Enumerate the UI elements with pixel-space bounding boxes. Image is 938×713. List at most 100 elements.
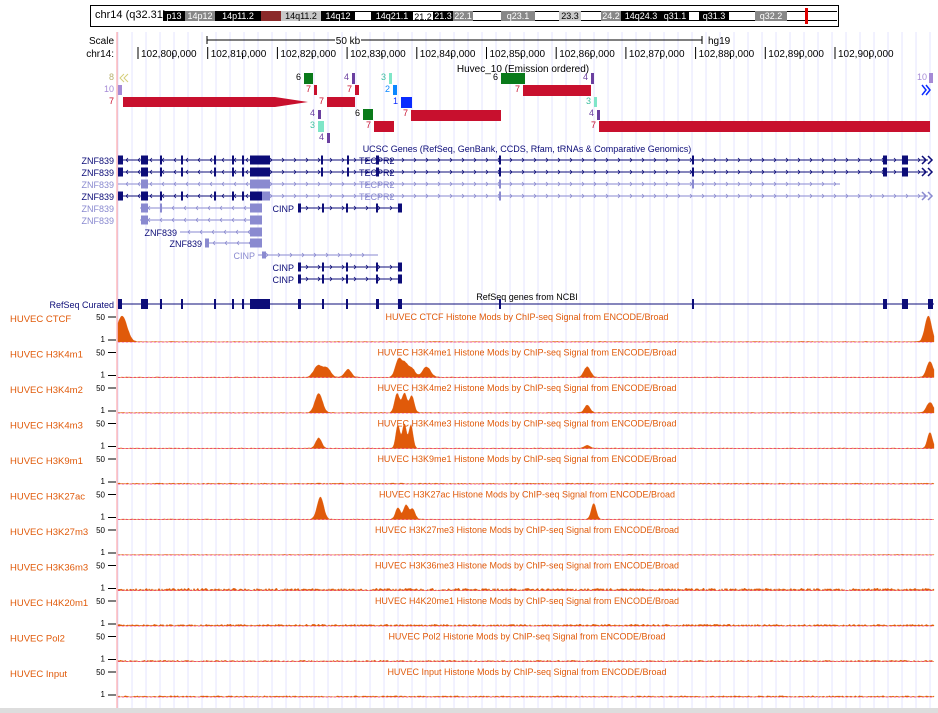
gene-strand-arrow [281, 193, 285, 199]
gene-label-znf839[interactable]: ZNF839 [144, 228, 177, 238]
signal-track[interactable]: HUVEC H3K27ac Histone Mods by ChIP-seq S… [10, 490, 935, 522]
signal-tracks[interactable]: HUVEC CTCF Histone Mods by ChIP-seq Sign… [10, 312, 935, 699]
gene-strand-arrow [761, 157, 765, 163]
seg-state-label-7: 7 [306, 84, 311, 94]
chromosome-ideogram[interactable]: chr14 (q32.31) p13 14p12 14p11.2 14q11.2 14q… [90, 5, 839, 27]
signal-axis-max: 50 [96, 597, 105, 606]
gene-strand-arrow [219, 205, 223, 211]
bottom-scroll-strip[interactable] [0, 708, 938, 713]
gene-strand-arrow [207, 217, 211, 223]
gene-strand-arrow [605, 181, 609, 187]
gene-strand-arrow [341, 264, 345, 270]
signal-plot [117, 423, 935, 449]
gene-strand-arrow [653, 193, 657, 199]
segmentation-track[interactable]: Huvec_10 (Emission ordered) 8 10 7 6 7 4… [104, 64, 933, 143]
refseq-exon [298, 299, 301, 309]
ruler-tick-label: 102,820,000 [280, 49, 336, 60]
ruler-tick-label: 102,860,000 [559, 49, 615, 60]
seg-state-label-10: 10 [104, 84, 114, 94]
signal-track-label: HUVEC Pol2 [10, 634, 65, 645]
ideogram-band [473, 11, 501, 21]
gene-label-znf839[interactable]: ZNF839 [169, 239, 202, 249]
gene-strand-arrow [725, 169, 729, 175]
gene-label-cinp[interactable]: CINP [272, 263, 294, 273]
gene-label-cinp[interactable]: CINP [233, 251, 255, 261]
refseq-exon [398, 299, 402, 309]
gene-strand-arrow [413, 181, 417, 187]
gene-label-cinp[interactable]: CINP [272, 275, 294, 285]
gene-exon [298, 203, 301, 213]
ideogram-band: q31.1 [661, 11, 689, 21]
seg-state-label-6: 6 [296, 72, 301, 82]
ruler-track[interactable]: Scale chr14: 50 kb hg19 102,800,000 102,8… [86, 36, 894, 60]
seg-state-10-arrow [921, 84, 931, 96]
ucsc-genes-track[interactable]: UCSC Genes (RefSeq, GenBank, CCDS, Rfam,… [81, 144, 934, 285]
gene-strand-arrow [389, 276, 393, 282]
gene-label-znf839[interactable]: ZNF839 [81, 156, 114, 166]
signal-track[interactable]: HUVEC H3K36me3 Histone Mods by ChIP-seq … [10, 561, 935, 593]
gene-label-tecpr2[interactable]: TECPR2 [359, 156, 395, 166]
gene-exon [141, 155, 148, 165]
gene-strand-arrow [761, 169, 765, 175]
signal-track[interactable]: HUVEC CTCF Histone Mods by ChIP-seq Sign… [10, 312, 935, 344]
refseq-track[interactable]: RefSeq genes from NCBI RefSeq Curated [49, 292, 934, 310]
signal-track-label: HUVEC H3K4m2 [10, 385, 83, 396]
gene-strand-arrow [137, 169, 141, 175]
signal-track[interactable]: HUVEC Pol2 Histone Mods by ChIP-seq Sign… [10, 632, 935, 664]
seg-block [318, 121, 324, 132]
seg-block [523, 85, 591, 96]
gene-strand-arrow [461, 181, 465, 187]
signal-axis-min: 1 [101, 406, 106, 415]
gene-strand-arrow [185, 169, 189, 175]
gene-label-znf839[interactable]: ZNF839 [81, 180, 114, 190]
gene-strand-arrow [533, 193, 537, 199]
gene-label-znf839[interactable]: ZNF839 [81, 168, 114, 178]
gene-strand-arrow [485, 181, 489, 187]
signal-plot [117, 482, 935, 485]
gene-label-znf839[interactable]: ZNF839 [81, 216, 114, 226]
signal-track[interactable]: HUVEC Input Histone Mods by ChIP-seq Sig… [10, 667, 935, 699]
signal-axis-max: 50 [96, 420, 105, 429]
gene-label-znf839[interactable]: ZNF839 [81, 192, 114, 202]
gene-strand-arrow [305, 193, 309, 199]
scale-label: Scale [89, 36, 114, 47]
seg-state-label-3: 3 [381, 72, 386, 82]
ruler-tick-label: 102,800,000 [141, 49, 197, 60]
seg-state-label-3: 3 [310, 120, 315, 130]
ideogram-band [355, 11, 371, 21]
gene-strand-arrow [137, 193, 141, 199]
gene-exon [205, 238, 209, 248]
gene-strand-arrow [425, 169, 429, 175]
signal-axis-max: 50 [96, 455, 105, 464]
gene-label-znf839[interactable]: ZNF839 [81, 204, 114, 214]
signal-axis-min: 1 [101, 655, 106, 664]
signal-track[interactable]: HUVEC H3K4me1 Histone Mods by ChIP-seq S… [10, 348, 935, 380]
signal-track-title: HUVEC H3K9me1 Histone Mods by ChIP-seq S… [377, 454, 676, 464]
gene-strand-arrow [617, 157, 621, 163]
gene-label-cinp[interactable]: CINP [272, 204, 294, 214]
gene-label-tecpr2[interactable]: TECPR2 [359, 192, 395, 202]
gene-strand-arrow [665, 157, 669, 163]
signal-track[interactable]: HUVEC H4K20me1 Histone Mods by ChIP-seq … [10, 596, 935, 628]
gene-strand-arrow [243, 217, 247, 223]
gene-exon [214, 191, 216, 201]
gene-exon [692, 167, 694, 177]
gene-strand-arrow [593, 193, 597, 199]
gene-label-tecpr2[interactable]: TECPR2 [359, 180, 395, 190]
gene-strand-arrow [305, 264, 309, 270]
gene-strand-arrow [749, 193, 753, 199]
signal-track[interactable]: HUVEC H3K27me3 Histone Mods by ChIP-seq … [10, 525, 935, 557]
seg-state-label-4: 4 [589, 108, 594, 118]
seg-block [374, 121, 394, 132]
gene-end-arrow [921, 167, 934, 177]
gene-strand-arrow [353, 264, 357, 270]
signal-track[interactable]: HUVEC H3K4me3 Histone Mods by ChIP-seq S… [10, 419, 935, 451]
signal-axis-max: 50 [96, 349, 105, 358]
signal-track[interactable]: HUVEC H3K4me2 Histone Mods by ChIP-seq S… [10, 383, 935, 415]
gene-strand-arrow [269, 181, 273, 187]
gene-strand-arrow [221, 193, 225, 199]
seg-state-label-6: 6 [493, 72, 498, 82]
gene-strand-arrow [701, 181, 705, 187]
gene-label-tecpr2[interactable]: TECPR2 [359, 168, 395, 178]
signal-track[interactable]: HUVEC H3K9me1 Histone Mods by ChIP-seq S… [10, 454, 935, 486]
